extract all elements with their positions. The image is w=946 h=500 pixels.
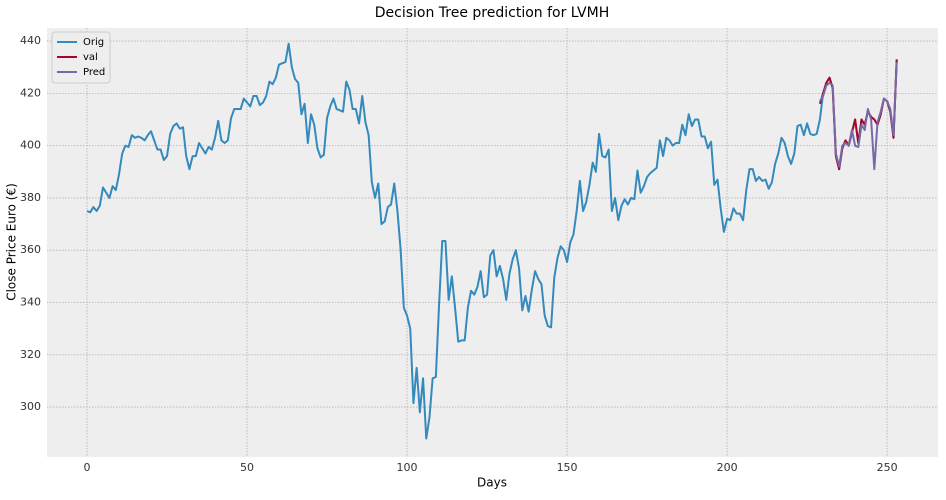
x-tick-label: 200 bbox=[717, 461, 738, 474]
x-tick-label: 150 bbox=[557, 461, 578, 474]
chart-title: Decision Tree prediction for LVMH bbox=[375, 5, 610, 21]
y-axis-label: Close Price Euro (€) bbox=[5, 183, 19, 301]
legend: Orig val Pred bbox=[51, 31, 111, 84]
legend-box bbox=[51, 31, 111, 84]
y-tick-label: 440 bbox=[20, 34, 41, 47]
x-axis-label: Days bbox=[477, 476, 507, 490]
y-tick-label: 400 bbox=[20, 139, 41, 152]
x-tick-label: 0 bbox=[84, 461, 91, 474]
y-tick-label: 420 bbox=[20, 86, 41, 99]
lines bbox=[86, 42, 898, 440]
y-tick-label: 340 bbox=[20, 295, 41, 308]
series-line bbox=[819, 61, 898, 171]
y-tick-label: 300 bbox=[20, 400, 41, 413]
grid: 0 50 100 150 200 250 300 320 340 360 380 400 420 440 bbox=[20, 28, 938, 474]
series-line bbox=[86, 42, 898, 440]
y-tick-label: 380 bbox=[20, 191, 41, 204]
y-tick-label: 360 bbox=[20, 243, 41, 256]
y-tick-label: 320 bbox=[20, 348, 41, 361]
legend-label: val bbox=[83, 52, 98, 63]
x-tick-label: 50 bbox=[240, 461, 254, 474]
x-tick-label: 250 bbox=[877, 461, 898, 474]
plot-area bbox=[47, 28, 938, 457]
legend-label: Orig bbox=[83, 37, 104, 48]
x-tick-label: 100 bbox=[397, 461, 418, 474]
legend-label: Pred bbox=[83, 67, 105, 78]
